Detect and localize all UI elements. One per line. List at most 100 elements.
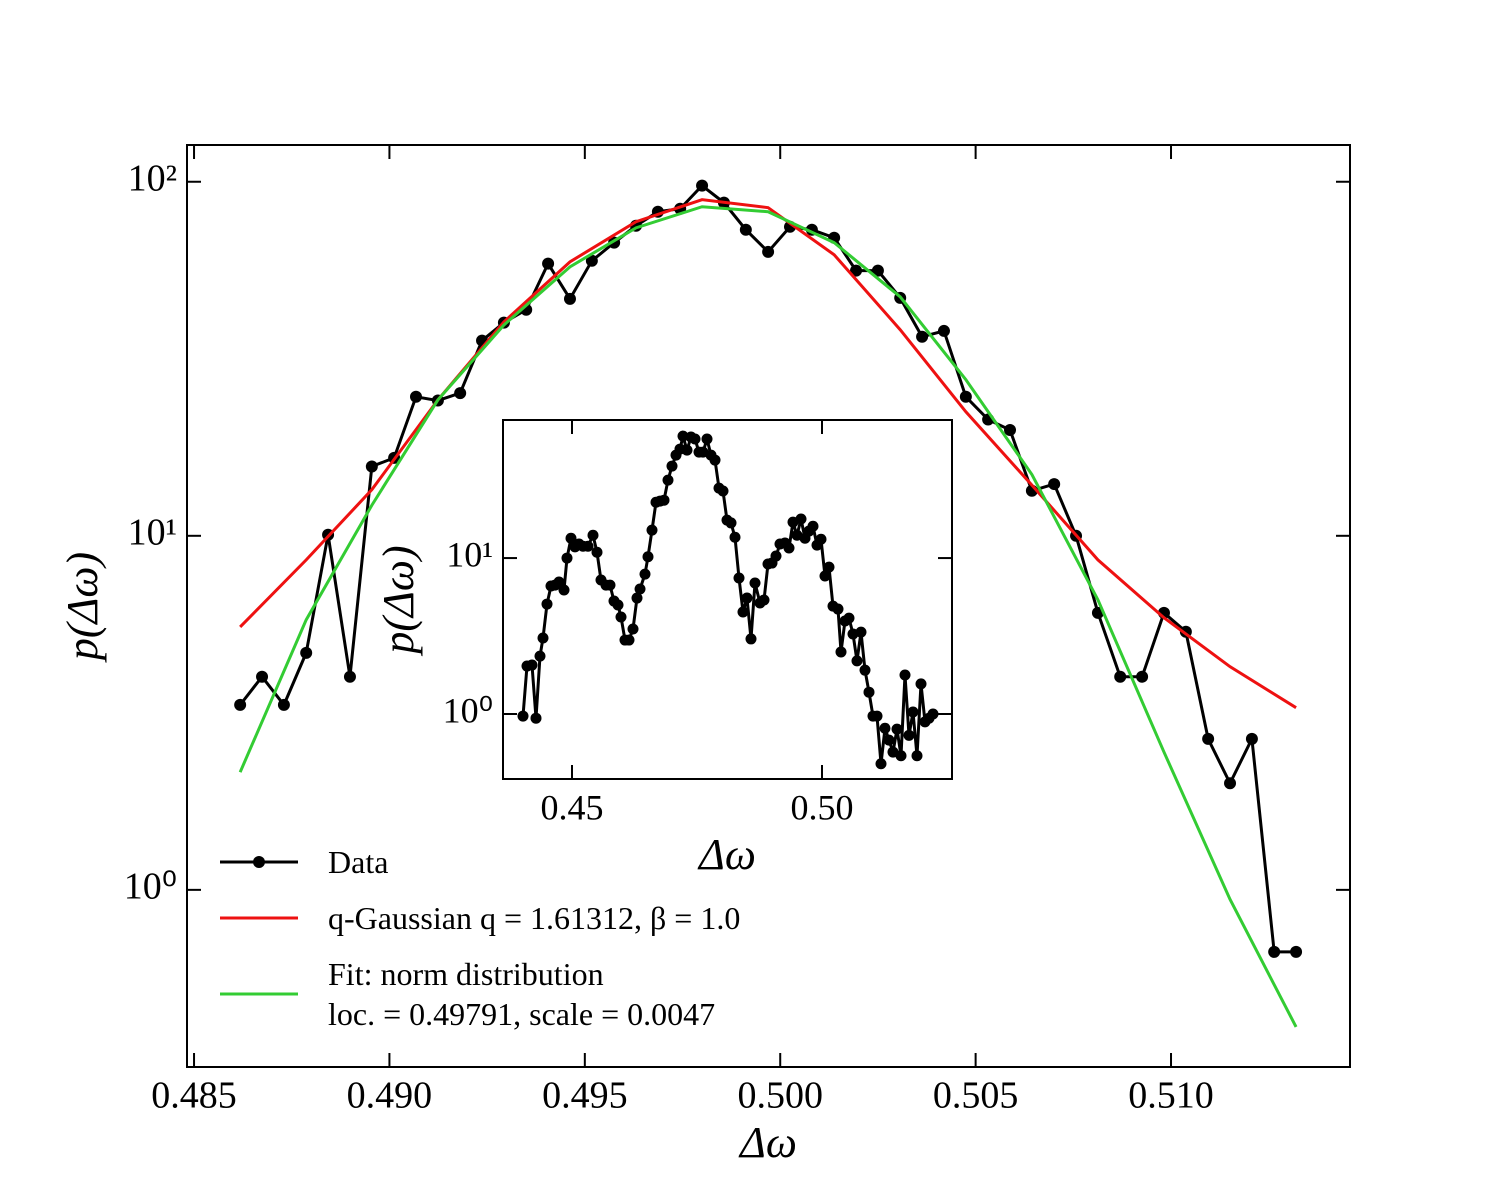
x-tick-label: 0.510 (1128, 1075, 1214, 1117)
y-tick-label: 10⁰ (443, 690, 493, 730)
y-tick-label: 10⁰ (124, 866, 177, 908)
data-point (612, 599, 624, 611)
data-point (541, 598, 553, 610)
data-point (843, 612, 855, 624)
data-point (916, 330, 929, 343)
data-point (689, 433, 701, 445)
data-point (646, 524, 658, 536)
y-axis-label: p(Δω) (374, 545, 423, 656)
y-tick-label: 10¹ (446, 534, 493, 574)
series-line (238, 205, 1298, 1028)
data-point (737, 606, 749, 618)
data-point (530, 712, 542, 724)
x-tick-label: 0.485 (151, 1075, 237, 1117)
legend-label: q-Gaussian q = 1.61312, β = 1.0 (328, 900, 741, 936)
data-point (879, 722, 891, 734)
data-point (658, 494, 670, 506)
data-point (725, 517, 737, 529)
data-point (1268, 945, 1281, 958)
x-tick-label: 0.490 (347, 1075, 433, 1117)
data-point (729, 531, 741, 543)
data-point (749, 577, 761, 589)
data-point (762, 245, 775, 258)
data-point (895, 750, 907, 762)
data-point (642, 551, 654, 563)
data-point (561, 552, 573, 564)
data-point (582, 540, 594, 552)
x-tick-label: 0.500 (737, 1075, 823, 1117)
data-point (937, 324, 950, 337)
data-point (850, 264, 863, 277)
data-point (863, 686, 875, 698)
data-point (758, 594, 770, 606)
data-point (959, 390, 972, 403)
data-point (454, 387, 467, 400)
data-point (563, 292, 576, 305)
data-point (883, 734, 895, 746)
data-point (1136, 670, 1149, 683)
data-point (696, 179, 709, 192)
data-point (365, 460, 378, 473)
data-point (591, 546, 603, 558)
data-point (1004, 423, 1017, 436)
data-point (277, 698, 290, 711)
data-point (855, 626, 867, 638)
data-point (627, 623, 639, 635)
data-point (871, 710, 883, 722)
data-point (709, 454, 721, 466)
data-point (1245, 732, 1258, 745)
data-point (1224, 777, 1237, 790)
legend-label: Fit: norm distribution loc. = 0.49791, s… (328, 956, 716, 1032)
data-point (701, 433, 713, 445)
data-point (677, 430, 689, 442)
y-axis-label: p(Δω) (58, 552, 107, 663)
data-point (783, 542, 795, 554)
data-point (517, 710, 529, 722)
data-point (745, 633, 757, 645)
data-point (807, 520, 819, 532)
data-point (585, 254, 598, 267)
data-point (907, 706, 919, 718)
data-point (795, 513, 807, 525)
data-point (639, 568, 651, 580)
data-point (739, 223, 752, 236)
y-tick-label: 10² (128, 157, 177, 199)
data-point (534, 650, 546, 662)
data-point (871, 264, 884, 277)
data-point (851, 655, 863, 667)
data-point (631, 592, 643, 604)
data-point (915, 678, 927, 690)
data-point (815, 533, 827, 545)
legend-label: Data (328, 844, 389, 880)
data-point (666, 460, 678, 472)
data-point (410, 390, 423, 403)
data-point (819, 570, 831, 582)
data-point (300, 646, 313, 659)
data-point (662, 474, 674, 486)
data-point (733, 572, 745, 584)
data-point (615, 611, 627, 623)
x-tick-label: 0.495 (542, 1075, 628, 1117)
data-point (234, 698, 247, 711)
data-point (741, 592, 753, 604)
data-point (891, 723, 903, 735)
data-point (553, 576, 565, 588)
data-point (875, 758, 887, 770)
x-axis-label: Δω (738, 1118, 797, 1167)
plot-frame (502, 419, 953, 780)
x-axis-label: Δω (697, 830, 756, 879)
data-point (1202, 732, 1215, 745)
data-point (623, 634, 635, 646)
data-point (681, 444, 693, 456)
data-point (835, 646, 847, 658)
data-point (256, 670, 269, 683)
x-tick-label: 0.505 (933, 1075, 1019, 1117)
data-point (587, 529, 599, 541)
data-point (537, 632, 549, 644)
legend-marker (253, 856, 265, 868)
data-point (859, 664, 871, 676)
data-point (1048, 478, 1061, 491)
data-point (899, 669, 911, 681)
data-point (903, 729, 915, 741)
